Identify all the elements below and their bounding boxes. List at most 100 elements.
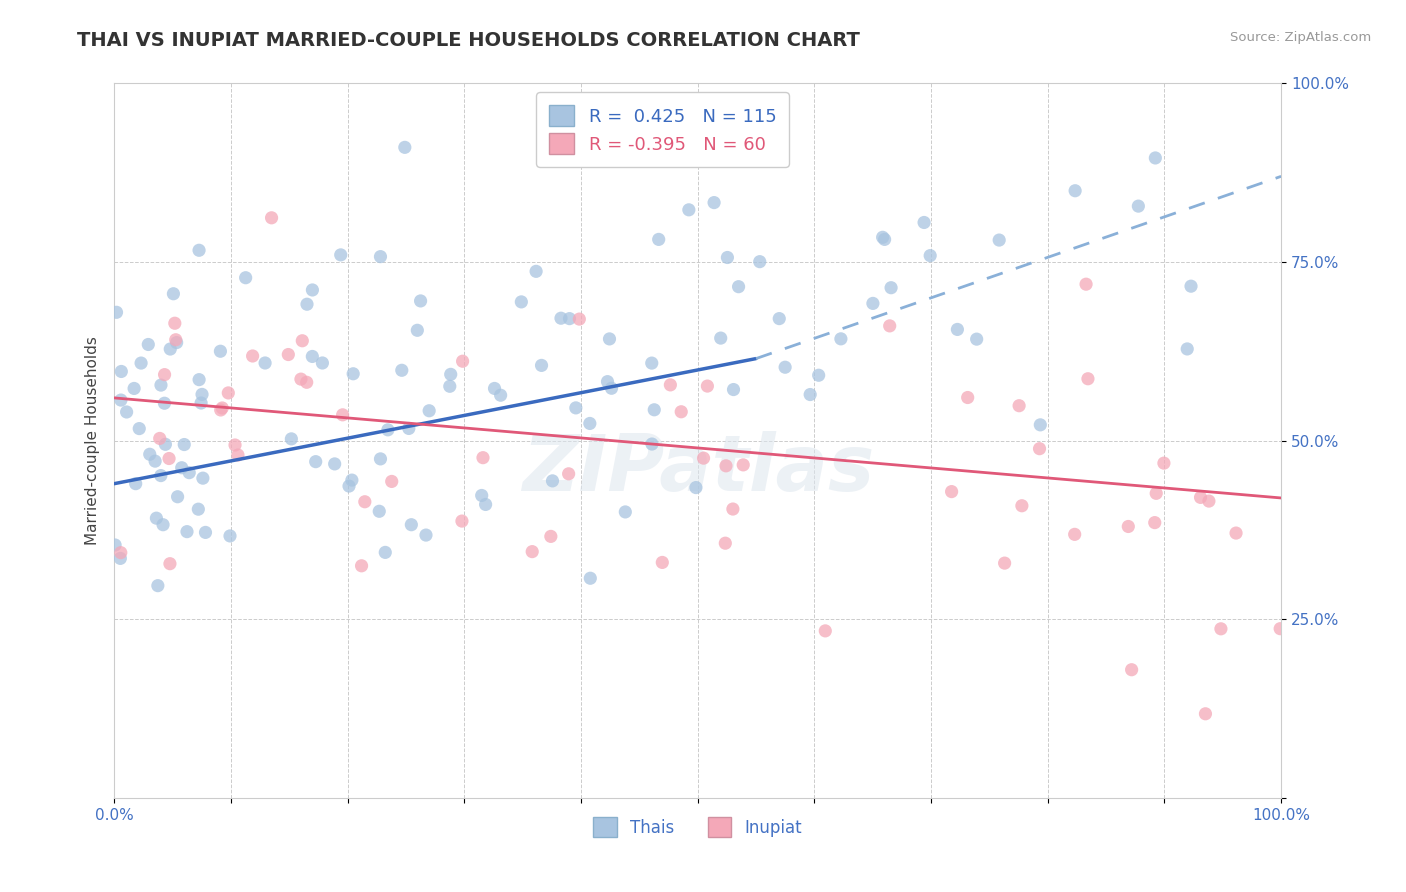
Point <box>163 316 186 330</box>
Point <box>149 432 172 446</box>
Point <box>799 387 821 401</box>
Point <box>295 376 318 390</box>
Point <box>391 363 413 377</box>
Point <box>579 571 602 585</box>
Point <box>550 311 572 326</box>
Point <box>966 332 988 346</box>
Point <box>522 544 544 558</box>
Point <box>1153 456 1175 470</box>
Point <box>110 393 132 408</box>
Point <box>524 264 547 278</box>
Point <box>179 466 201 480</box>
Point <box>370 451 392 466</box>
Point <box>647 232 669 246</box>
Point <box>643 402 665 417</box>
Point <box>1189 491 1212 505</box>
Point <box>510 294 533 309</box>
Point <box>568 312 591 326</box>
Point <box>614 505 637 519</box>
Point <box>406 323 429 337</box>
Point <box>115 405 138 419</box>
Point <box>418 403 440 417</box>
Point <box>145 511 167 525</box>
Point <box>472 450 495 465</box>
Point <box>191 471 214 485</box>
Point <box>641 356 664 370</box>
Point <box>301 283 323 297</box>
Point <box>956 391 979 405</box>
Point <box>166 490 188 504</box>
Point <box>557 467 579 481</box>
Point <box>159 342 181 356</box>
Point <box>129 356 152 370</box>
Point <box>716 251 738 265</box>
Point <box>329 248 352 262</box>
Point <box>474 498 496 512</box>
Point <box>173 437 195 451</box>
Point <box>912 215 935 229</box>
Point <box>1225 526 1247 541</box>
Point <box>768 311 790 326</box>
Point <box>122 381 145 395</box>
Point <box>641 437 664 451</box>
Point <box>814 624 837 638</box>
Point <box>1198 494 1220 508</box>
Point <box>157 451 180 466</box>
Point <box>1143 516 1166 530</box>
Point <box>370 250 392 264</box>
Point <box>727 279 749 293</box>
Point <box>1028 442 1050 456</box>
Point <box>579 417 602 431</box>
Point <box>176 524 198 539</box>
Point <box>1144 486 1167 500</box>
Point <box>671 405 693 419</box>
Point <box>277 347 299 361</box>
Point <box>530 359 553 373</box>
Point <box>398 421 420 435</box>
Point <box>879 318 901 333</box>
Point <box>217 385 239 400</box>
Point <box>596 375 619 389</box>
Point <box>143 454 166 468</box>
Point <box>374 545 396 559</box>
Point <box>807 368 830 383</box>
Point <box>685 481 707 495</box>
Point <box>541 474 564 488</box>
Point <box>226 448 249 462</box>
Point <box>703 195 725 210</box>
Point <box>1180 279 1202 293</box>
Point <box>155 437 177 451</box>
Point <box>188 244 211 258</box>
Point <box>710 331 733 345</box>
Point <box>128 421 150 435</box>
Point <box>773 360 796 375</box>
Point <box>242 349 264 363</box>
Point <box>1011 499 1033 513</box>
Point <box>323 457 346 471</box>
Point <box>471 488 494 502</box>
Point <box>451 354 474 368</box>
Point <box>1209 622 1232 636</box>
Point <box>170 460 193 475</box>
Point <box>394 140 416 154</box>
Point <box>301 350 323 364</box>
Point <box>723 383 745 397</box>
Point <box>190 396 212 410</box>
Point <box>1008 399 1031 413</box>
Point <box>254 356 277 370</box>
Point <box>1063 527 1085 541</box>
Point <box>162 286 184 301</box>
Point <box>830 332 852 346</box>
Point <box>1116 519 1139 533</box>
Point <box>409 293 432 308</box>
Point <box>1144 151 1167 165</box>
Point <box>439 379 461 393</box>
Point <box>165 333 187 347</box>
Point <box>191 387 214 401</box>
Point <box>368 504 391 518</box>
Point <box>211 401 233 415</box>
Point <box>714 458 737 473</box>
Point <box>110 551 132 566</box>
Point <box>872 230 894 244</box>
Point <box>311 356 333 370</box>
